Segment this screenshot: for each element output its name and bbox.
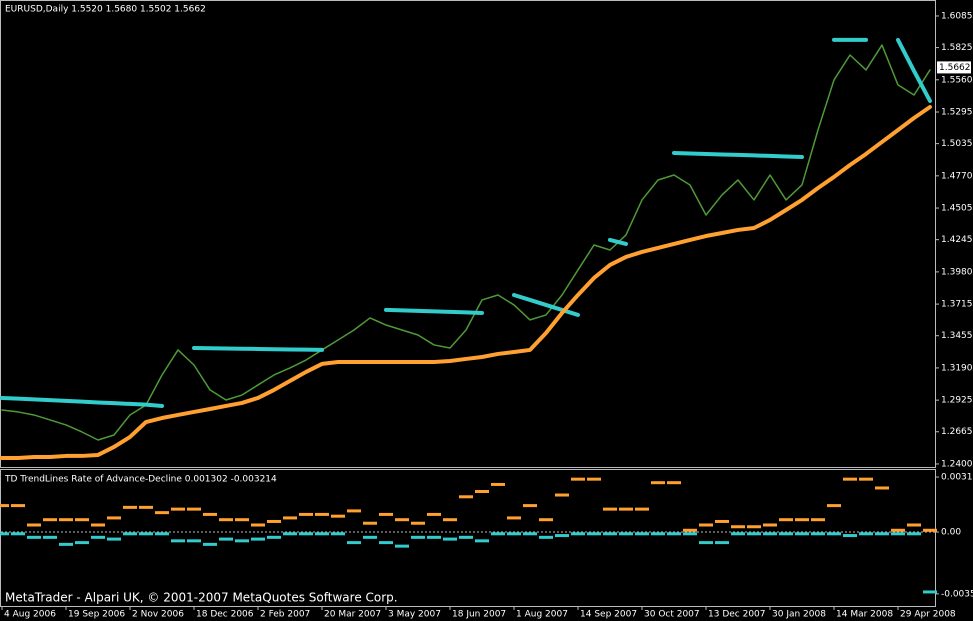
- y-tick-label: 1.5035: [941, 139, 973, 149]
- y-tick-label: 1.6085: [941, 11, 973, 21]
- indicator-panel-frame: [0, 469, 936, 607]
- y-tick-label: -0.00351: [941, 589, 973, 599]
- x-tick-label: 2 Nov 2006: [132, 610, 184, 620]
- indicator-title: TD TrendLines Rate of Advance-Decline 0.…: [4, 475, 277, 485]
- x-tick-label: 4 Aug 2006: [4, 610, 56, 620]
- y-tick-label: 1.3455: [941, 331, 973, 341]
- main-panel-frame: [0, 0, 936, 468]
- series-line: [1, 44, 931, 441]
- last-price-label: 1.5662: [939, 63, 971, 73]
- watermark: MetaTrader - Alpari UK, © 2001-2007 Meta…: [5, 591, 398, 605]
- series-line: [0, 37, 932, 408]
- x-tick-label: 20 Mar 2007: [324, 610, 381, 620]
- x-tick-label: 19 Sep 2006: [68, 610, 125, 620]
- y-tick-label: 1.3190: [941, 363, 973, 373]
- y-tick-label: 1.2400: [941, 459, 973, 469]
- y-tick-label: 1.3980: [941, 267, 973, 277]
- y-tick-label: 1.3715: [941, 300, 973, 310]
- x-tick-label: 30 Jan 2008: [772, 610, 826, 620]
- last-price-box: [937, 61, 971, 74]
- x-tick-label: 18 Dec 2006: [196, 610, 254, 620]
- x-tick-label: 30 Oct 2007: [644, 610, 700, 620]
- y-tick-label: 1.2925: [941, 396, 973, 406]
- y-tick-label: 1.4505: [941, 204, 973, 214]
- x-tick-label: 14 Mar 2008: [836, 610, 893, 620]
- chart-title: EURUSD,Daily 1.5520 1.5680 1.5502 1.5662: [5, 5, 206, 15]
- y-tick-label: 1.5560: [941, 75, 973, 85]
- y-tick-label: 0.00312: [941, 473, 973, 483]
- y-tick-label: 1.5295: [941, 108, 973, 118]
- x-tick-label: 14 Sep 2007: [580, 610, 637, 620]
- x-tick-label: 3 May 2007: [388, 610, 441, 620]
- x-tick-label: 18 Jun 2007: [452, 610, 506, 620]
- y-tick-label: 1.4770: [941, 171, 973, 181]
- x-tick-label: 1 Aug 2007: [516, 610, 568, 620]
- x-tick-label: 2 Feb 2007: [260, 610, 310, 620]
- y-tick-label: 1.5825: [941, 43, 973, 53]
- series-line: [0, 105, 932, 461]
- x-tick-label: 13 Dec 2007: [708, 610, 766, 620]
- y-tick-label: 1.4245: [941, 235, 973, 245]
- y-tick-label: 0.00: [941, 528, 961, 538]
- y-tick-label: 1.2665: [941, 427, 973, 437]
- x-tick-label: 29 Apr 2008: [900, 610, 956, 620]
